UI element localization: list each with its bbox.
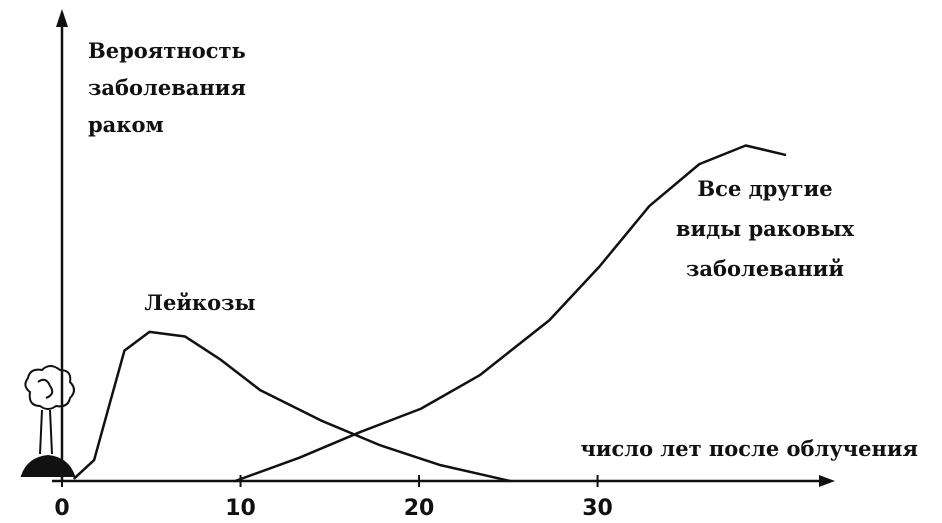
chart: 0 10 20 30 Вероятность заболевания раком число … <box>0 0 942 523</box>
series-label: Все другие <box>697 176 832 201</box>
explosion-icon <box>22 366 74 476</box>
series-label: заболеваний <box>686 256 844 281</box>
y-axis-label: заболевания <box>88 75 246 100</box>
x-axis-label: число лет после облучения <box>581 436 918 461</box>
stem <box>40 410 52 454</box>
y-axis-label: Вероятность <box>88 38 246 63</box>
x-tick-label: 0 <box>54 496 69 521</box>
line <box>74 332 510 481</box>
cloud-detail <box>38 380 52 398</box>
base <box>22 456 74 476</box>
x-axis-arrow <box>819 475 835 487</box>
cloud <box>25 366 74 409</box>
x-tick-label: 30 <box>582 496 613 521</box>
series-label: виды раковых <box>676 216 855 241</box>
y-axis-label: раком <box>88 112 164 137</box>
y-axis-arrow <box>56 9 68 27</box>
x-tick-label: 10 <box>225 496 256 521</box>
series-label: Лейкозы <box>144 290 255 315</box>
x-tick-label: 20 <box>404 496 435 521</box>
